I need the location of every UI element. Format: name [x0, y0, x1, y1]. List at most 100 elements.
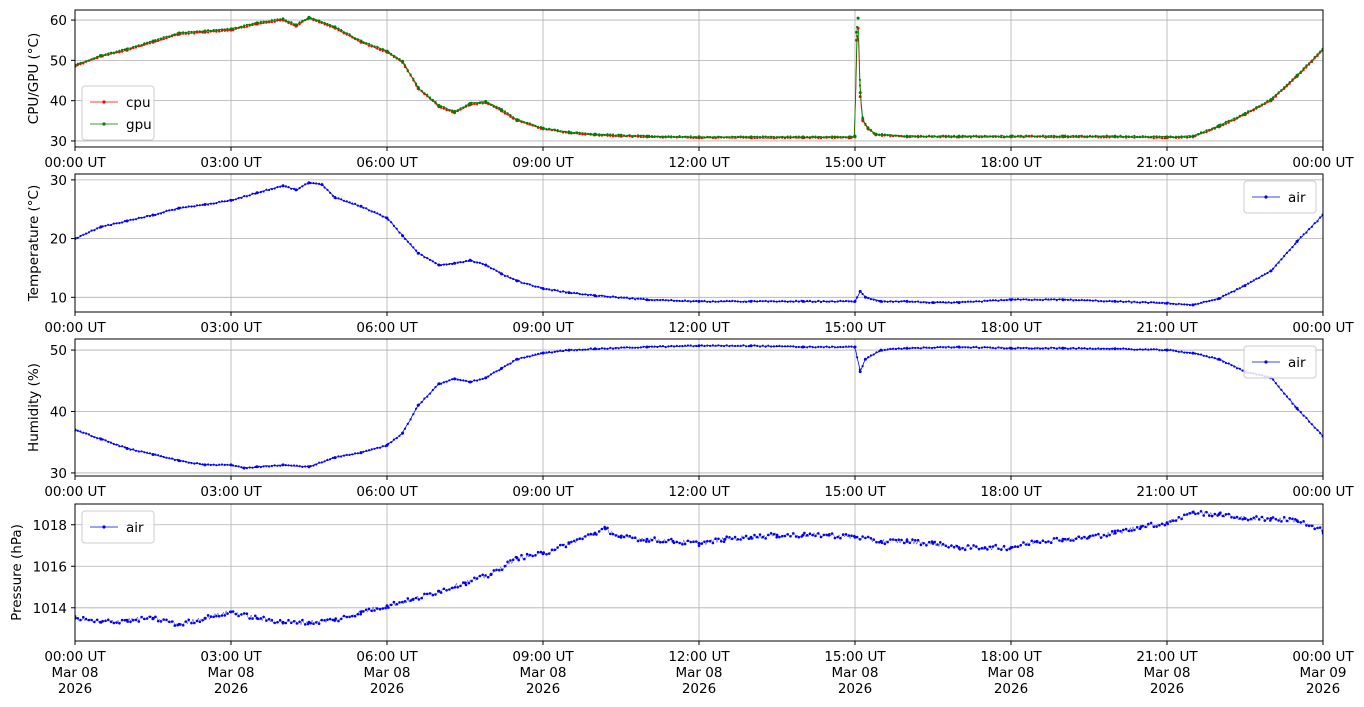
data-point — [1295, 240, 1299, 243]
x-tick-label: 00:00 UT — [44, 155, 106, 171]
x-tick-label-line: Mar 08 — [832, 665, 879, 681]
data-point — [333, 456, 337, 460]
data-point — [1295, 519, 1299, 523]
data-point — [879, 539, 883, 543]
data-point — [203, 29, 207, 33]
y-tick-label: 40 — [50, 404, 67, 420]
data-point — [567, 291, 571, 295]
y-tick-label: 1016 — [33, 559, 67, 575]
data-point — [697, 344, 701, 348]
x-tick-label-line: 18:00 UT — [980, 484, 1042, 500]
data-point — [489, 573, 493, 577]
data-point — [1217, 124, 1221, 128]
data-point — [931, 541, 935, 545]
x-tick-label-line: 12:00 UT — [668, 320, 730, 336]
x-tick-label-line: 2026 — [994, 681, 1028, 697]
chart-panel-3: 30 40 50 00:00 UT 03:00 UT 06:00 UT 09:00 UT 12… — [26, 338, 1354, 500]
data-point — [1165, 521, 1169, 525]
data-point — [957, 134, 961, 138]
y-tick-label: 50 — [50, 343, 67, 359]
x-tick-label-line: 15:00 UT — [824, 155, 886, 171]
data-point — [385, 443, 389, 447]
legend-label: air — [1288, 190, 1306, 206]
data-point — [177, 622, 181, 626]
legend-marker — [102, 122, 106, 126]
data-point — [359, 39, 363, 43]
x-tick-label-line: 2026 — [1306, 681, 1340, 697]
x-tick-label: 09:00 UT — [512, 484, 574, 500]
series-air — [75, 181, 1323, 307]
data-point — [853, 134, 857, 138]
y-tick-label: 30 — [50, 173, 67, 189]
data-point — [866, 126, 870, 130]
legend-label: air — [1288, 355, 1306, 371]
data-point — [359, 610, 363, 614]
x-tick-label: 06:00 UT Mar 08 2026 — [356, 649, 418, 697]
x-tick-label: 12:00 UT — [668, 320, 730, 336]
data-point — [125, 446, 129, 450]
data-point — [1009, 546, 1013, 550]
data-point — [359, 204, 363, 208]
data-point — [468, 258, 472, 262]
x-tick-label: 21:00 UT — [1136, 484, 1198, 500]
y-axis-label: Humidity (%) — [26, 363, 42, 452]
data-point — [437, 104, 441, 107]
data-point — [858, 370, 862, 374]
x-tick-label: 18:00 UT Mar 08 2026 — [980, 649, 1042, 697]
data-point — [1139, 525, 1143, 529]
x-tick-label-line: 09:00 UT — [512, 649, 574, 665]
legend-label: air — [126, 520, 144, 536]
data-point — [645, 345, 649, 349]
x-tick-label-line: 00:00 UT — [44, 649, 106, 665]
data-point — [645, 134, 649, 138]
x-tick-label-line: 15:00 UT — [824, 320, 886, 336]
x-tick-label-line: 00:00 UT — [1292, 484, 1354, 500]
chart-panel-2: 10 20 30 00:00 UT 03:00 UT 06:00 UT 09:00 UT 12… — [26, 173, 1354, 336]
x-tick-label: 15:00 UT — [824, 484, 886, 500]
data-point — [567, 348, 571, 352]
data-point — [856, 16, 860, 20]
data-point — [151, 453, 155, 456]
x-tick-label: 15:00 UT — [824, 320, 886, 336]
data-point — [203, 616, 207, 620]
x-tick-label-line: 18:00 UT — [980, 649, 1042, 665]
data-point — [957, 546, 961, 550]
y-tick-label: 20 — [50, 232, 67, 248]
data-point — [307, 620, 311, 624]
data-point — [863, 295, 867, 299]
data-point — [177, 206, 181, 210]
data-point — [255, 21, 259, 25]
data-point — [359, 451, 363, 455]
data-point — [1061, 346, 1065, 350]
data-point — [858, 289, 862, 293]
data-point — [931, 301, 935, 305]
data-point — [879, 299, 883, 303]
data-point — [177, 31, 181, 35]
x-tick-label-line: Mar 09 — [1300, 665, 1347, 681]
data-point — [499, 272, 503, 276]
x-tick-label-line: 00:00 UT — [1292, 320, 1354, 336]
series-gpu — [75, 15, 1323, 139]
x-tick-label-line: Mar 08 — [520, 665, 567, 681]
data-point — [749, 535, 753, 539]
data-point — [645, 537, 649, 541]
y-tick-label: 50 — [50, 53, 67, 69]
data-point — [1191, 351, 1195, 355]
data-point — [1191, 303, 1195, 307]
data-point — [515, 118, 519, 122]
data-point — [603, 527, 607, 531]
data-point — [905, 539, 909, 543]
data-point — [453, 377, 457, 381]
x-tick-label-line: 12:00 UT — [668, 155, 730, 171]
data-point — [749, 299, 753, 303]
data-point — [957, 301, 961, 305]
data-point — [499, 367, 503, 370]
x-tick-label-line: Mar 08 — [52, 665, 99, 681]
x-tick-label: 12:00 UT — [668, 484, 730, 500]
x-tick-label-line: 2026 — [682, 681, 716, 697]
x-tick-label-line: 03:00 UT — [200, 649, 262, 665]
data-point — [593, 294, 597, 298]
x-tick-label: 06:00 UT — [356, 155, 418, 171]
y-axis-label: Pressure (hPa) — [9, 524, 25, 621]
data-point — [99, 620, 103, 624]
